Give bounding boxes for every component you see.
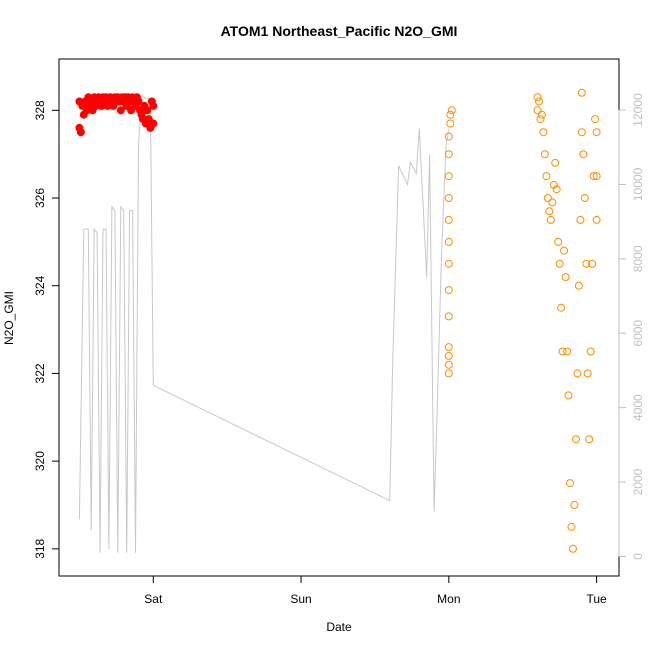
left-tick-label: 318	[33, 539, 47, 559]
data-point	[444, 286, 453, 295]
data-point	[592, 172, 601, 181]
chart-title: ATOM1 Northeast_Pacific N2O_GMI	[221, 23, 458, 39]
data-point	[573, 369, 582, 378]
data-point	[551, 158, 560, 167]
data-points	[75, 88, 601, 553]
data-point	[76, 128, 85, 137]
data-point	[447, 106, 456, 115]
data-point	[444, 259, 453, 268]
data-point	[444, 343, 453, 352]
data-point	[549, 180, 558, 189]
series-0	[75, 93, 158, 137]
right-tick-label: 6000	[631, 320, 645, 347]
data-point	[444, 312, 453, 321]
altitude-trace	[78, 94, 450, 553]
data-point	[579, 150, 588, 159]
data-point	[564, 391, 573, 400]
data-point	[444, 369, 453, 378]
series-1	[444, 88, 601, 553]
data-point	[592, 215, 601, 224]
data-point	[583, 369, 592, 378]
data-point	[580, 194, 589, 202]
left-tick-label: 322	[33, 363, 47, 383]
data-point	[548, 198, 557, 207]
right-tick-label: 2000	[631, 468, 645, 495]
data-point	[537, 110, 546, 119]
x-axis: Sat Sun Mon Tue	[144, 575, 607, 606]
data-point	[557, 303, 566, 312]
right-tick-label: 12000	[631, 93, 645, 127]
data-point	[558, 347, 567, 356]
data-point	[444, 150, 453, 159]
data-point	[561, 273, 570, 281]
x-tick-label: Mon	[437, 592, 460, 606]
data-point	[554, 237, 563, 246]
y-axis-label: N2O_GMI	[2, 291, 16, 345]
data-point	[591, 115, 600, 124]
data-point	[567, 522, 576, 531]
altitude-line	[78, 94, 450, 553]
data-point	[444, 172, 453, 181]
right-tick-label: 10000	[631, 167, 645, 201]
x-tick-label: Sun	[290, 592, 311, 606]
data-point	[533, 106, 542, 115]
data-point	[545, 207, 554, 216]
data-point	[542, 172, 551, 181]
data-point	[566, 479, 574, 488]
data-point	[535, 97, 543, 106]
data-point	[589, 172, 598, 181]
right-tick-label: 0	[631, 553, 645, 560]
data-point	[560, 246, 569, 255]
data-point	[143, 106, 152, 115]
data-point	[552, 185, 561, 194]
data-point	[444, 237, 453, 246]
data-point	[577, 88, 586, 97]
right-tick-label: 8000	[631, 245, 645, 272]
data-point	[444, 351, 453, 360]
data-point	[543, 194, 552, 202]
x-axis-label: Date	[326, 620, 352, 634]
right-y-axis: 0 2000 4000 6000 8000 10000 12000	[618, 93, 645, 560]
x-tick-label: Sat	[144, 592, 163, 606]
left-tick-label: 328	[33, 100, 47, 120]
data-point	[444, 194, 453, 202]
data-point	[570, 501, 579, 509]
data-point	[546, 215, 555, 224]
data-point	[588, 259, 597, 268]
data-point	[446, 119, 455, 128]
data-point	[149, 101, 158, 110]
data-point	[539, 128, 548, 137]
data-point	[555, 259, 564, 268]
data-point	[576, 215, 585, 224]
data-point	[533, 93, 542, 102]
data-point	[577, 128, 586, 137]
data-point	[582, 259, 591, 268]
data-point	[444, 132, 453, 141]
data-point	[569, 544, 577, 553]
left-tick-label: 324	[33, 275, 47, 295]
data-point	[536, 115, 545, 124]
data-point	[540, 150, 549, 159]
data-point	[149, 119, 158, 128]
x-tick-label: Tue	[586, 592, 607, 606]
data-point	[592, 128, 601, 137]
right-tick-label: 4000	[631, 394, 645, 421]
data-point	[563, 347, 572, 356]
data-point	[444, 360, 453, 369]
data-point	[134, 97, 143, 106]
data-point	[585, 435, 594, 444]
data-point	[586, 347, 595, 356]
data-point	[574, 281, 583, 290]
data-point	[444, 215, 453, 224]
data-point	[116, 106, 125, 115]
left-tick-label: 326	[33, 188, 47, 208]
left-tick-label: 320	[33, 451, 47, 471]
data-point	[571, 435, 580, 444]
data-point	[446, 110, 455, 119]
left-y-axis: 318 320 322 324 326 328	[33, 100, 60, 559]
